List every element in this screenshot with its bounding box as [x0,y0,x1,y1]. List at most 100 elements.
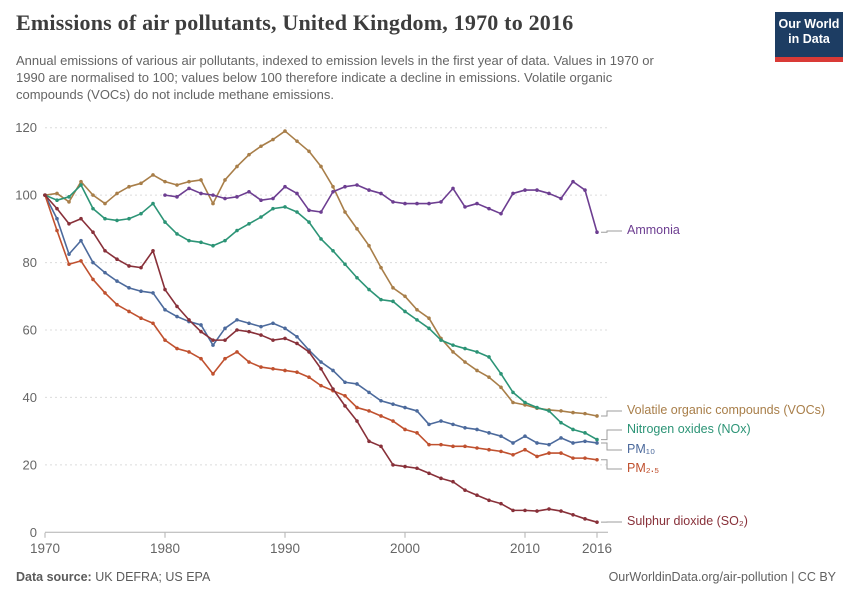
series-point-ammonia [223,196,227,201]
page-title: Emissions of air pollutants, United King… [16,10,574,35]
series-point-pm10 [403,405,407,410]
series-point-pm10 [199,323,203,327]
series-point-nox [511,390,515,395]
series-label-ammonia: Ammonia [627,223,680,237]
series-point-pm10 [127,286,131,290]
series-point-pm10 [535,441,539,445]
series-point-pm25 [427,442,431,447]
series-point-pm25 [127,309,131,314]
series-point-nox [259,215,263,219]
series-point-nox [247,221,251,226]
series-point-nox [583,431,587,435]
series-point-ammonia [439,200,443,204]
series-point-voc [139,181,143,186]
subtitle-line: compounds (VOCs) do not include methane … [16,87,334,102]
series-point-voc [79,179,83,184]
series-point-pm10 [103,270,107,275]
series-point-voc [307,149,311,154]
series-point-nox [559,420,563,425]
series-point-pm25 [403,427,407,432]
series-point-pm25 [211,372,215,376]
series-point-pm25 [559,451,563,455]
series-point-pm25 [139,316,143,320]
series-point-pm10 [427,422,431,427]
series-point-pm10 [115,279,119,283]
series-point-pm10 [547,442,551,447]
series-point-nox [307,220,311,224]
series-label-so2: Sulphur dioxide (SO₂) [627,514,748,528]
series-point-voc [451,350,455,354]
series-point-pm25 [451,444,455,449]
series-point-pm25 [283,368,287,373]
series-point-pm10 [175,314,179,319]
series-point-pm25 [319,383,323,388]
series-point-pm25 [523,447,527,452]
series-line-voc [44,130,598,417]
series-point-pm25 [91,277,95,282]
series-point-pm10 [511,441,515,445]
label-connector-ammonia [601,230,622,233]
series-point-so2 [535,509,539,513]
series-point-nox [595,437,599,442]
series-point-ammonia [475,201,479,206]
series-point-voc [415,307,419,312]
series-point-voc [127,184,131,189]
series-point-so2 [247,329,251,334]
x-tick-label: 2010 [510,541,540,556]
series-point-so2 [139,265,143,270]
series-point-so2 [379,444,383,449]
series-point-pm25 [115,302,119,307]
series-point-so2 [403,464,407,469]
series-point-voc [319,164,323,169]
series-point-pm25 [367,409,371,413]
series-point-nox [127,216,131,221]
series-point-voc [271,137,275,142]
owid-logo-line2: in Data [788,32,830,46]
series-point-nox [499,372,503,376]
series-point-nox [403,309,407,314]
y-tick-label: 0 [30,525,37,540]
y-tick-label: 20 [23,457,37,472]
series-point-nox [331,248,335,253]
series-point-pm25 [415,431,419,435]
series-point-voc [223,178,227,182]
series-point-ammonia [211,193,215,197]
series-point-pm25 [487,447,491,452]
credit-link[interactable]: OurWorldinData.org/air-pollution | CC BY [608,570,836,584]
series-point-pm10 [319,360,323,364]
x-tick-label: 1990 [270,541,300,556]
series-point-pm10 [451,422,455,427]
series-point-ammonia [175,195,179,199]
series-point-nox [55,198,59,202]
owid-logo[interactable]: Our World in Data [775,12,843,62]
series-point-pm10 [163,307,167,312]
series-point-pm25 [55,228,59,233]
series-point-pm25 [343,393,347,398]
series-point-so2 [595,520,599,524]
series-point-nox [475,350,479,354]
series-point-pm10 [91,260,95,265]
series-point-ammonia [319,210,323,214]
series-point-ammonia [535,188,539,192]
series-point-so2 [55,206,59,211]
series-point-so2 [151,248,155,253]
series-point-so2 [475,493,479,498]
series-point-ammonia [199,191,203,196]
series-point-pm10 [355,382,359,386]
series-point-pm10 [343,380,347,385]
series-point-pm10 [463,425,467,430]
series-point-so2 [115,257,119,261]
series-point-voc [379,265,383,270]
data-source-note: Data source: UK DEFRA; US EPA [16,570,210,584]
series-point-pm10 [223,326,227,331]
series-point-so2 [511,508,515,513]
series-point-pm10 [379,399,383,403]
series-point-nox [571,427,575,432]
series-point-so2 [331,387,335,391]
series-point-voc [115,191,119,196]
series-point-nox [271,206,275,211]
y-tick-label: 40 [23,390,37,405]
x-tick-label: 1970 [30,541,60,556]
series-point-pm25 [571,456,575,460]
series-point-pm25 [583,456,587,460]
